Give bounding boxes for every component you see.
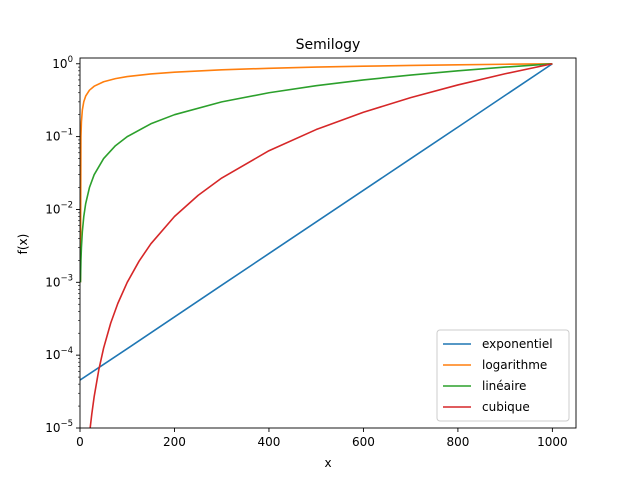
x-tick-label: 800	[446, 435, 469, 449]
legend: exponentiel logarithme linéaire cubique	[436, 329, 570, 422]
plot-frame	[79, 57, 577, 429]
legend-box	[436, 329, 570, 422]
y-tick-label: 10−4	[45, 346, 73, 362]
series-line-0	[80, 63, 553, 381]
y-tick-label: 10−2	[45, 200, 73, 216]
legend-label-1: logarithme	[482, 358, 547, 372]
legend-label-3: cubique	[482, 400, 530, 414]
legend-label-2: linéaire	[482, 379, 526, 393]
x-tick-label: 0	[76, 435, 84, 449]
y-tick-label: 100	[52, 55, 73, 71]
series-line-2	[80, 62, 553, 283]
series-line-1	[80, 62, 553, 283]
x-tick-label: 400	[257, 435, 280, 449]
legend-label-0: exponentiel	[482, 337, 553, 351]
series-layer	[80, 62, 553, 428]
series-line-3	[89, 62, 553, 428]
x-tick-label: 1000	[537, 435, 568, 449]
x-tick-label: 200	[163, 435, 186, 449]
chart-title: Semilogy	[296, 37, 361, 53]
y-axis-title: f(x)	[16, 234, 30, 255]
x-axis-title: x	[324, 456, 331, 470]
y-tick-label: 10−5	[45, 419, 73, 435]
y-tick-label: 10−3	[45, 273, 73, 289]
axes-layer: 0 200 400 600 800 1000 10−5 10−4 10−3 10−2 10−1 100	[45, 55, 577, 449]
x-tick-label: 600	[352, 435, 375, 449]
y-tick-label: 10−1	[45, 128, 73, 144]
